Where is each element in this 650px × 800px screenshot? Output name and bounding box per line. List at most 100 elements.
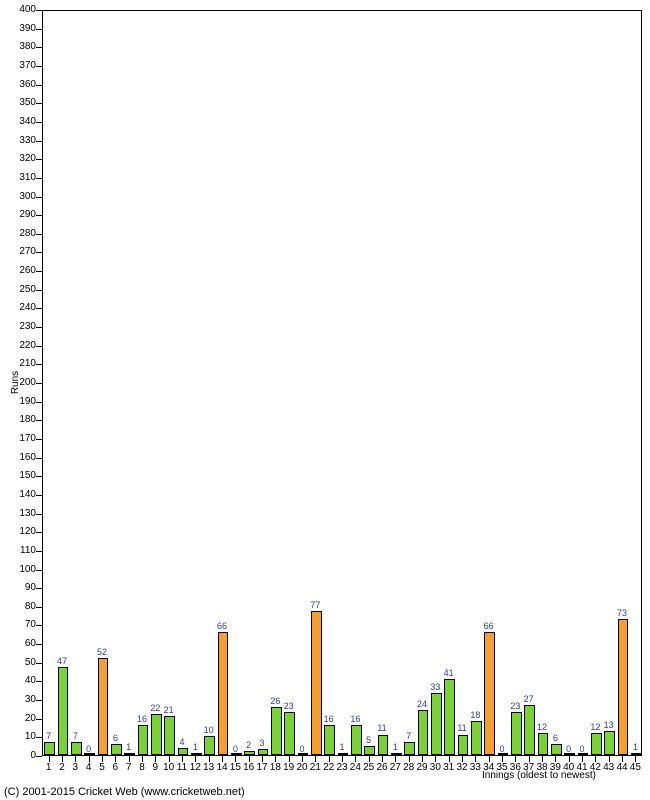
- y-tick-mark: [36, 178, 42, 179]
- y-tick-mark: [36, 476, 42, 477]
- y-tick-mark: [36, 47, 42, 48]
- y-tick-mark: [36, 570, 42, 571]
- y-tick-label: 250: [14, 284, 36, 295]
- bar-value-label: 1: [332, 742, 352, 752]
- x-tick-label: 19: [283, 762, 295, 773]
- x-tick-label: 42: [589, 762, 601, 773]
- bar-value-label: 1: [385, 742, 405, 752]
- y-tick-label: 10: [14, 731, 36, 742]
- x-tick-label: 41: [576, 762, 588, 773]
- x-tick-label: 44: [616, 762, 628, 773]
- y-tick-mark: [36, 719, 42, 720]
- y-tick-label: 230: [14, 321, 36, 332]
- y-tick-label: 160: [14, 452, 36, 463]
- bar-value-label: 11: [452, 723, 472, 733]
- y-tick-mark: [36, 103, 42, 104]
- bar-value-label: 0: [492, 744, 512, 754]
- y-tick-label: 120: [14, 526, 36, 537]
- y-tick-label: 240: [14, 302, 36, 313]
- y-tick-mark: [36, 159, 42, 160]
- y-tick-label: 50: [14, 657, 36, 668]
- x-tick-label: 18: [269, 762, 281, 773]
- bar-value-label: 41: [439, 668, 459, 678]
- bar: [631, 753, 641, 755]
- x-tick-label: 29: [416, 762, 428, 773]
- x-tick-label: 22: [323, 762, 335, 773]
- x-tick-label: 33: [469, 762, 481, 773]
- y-tick-label: 200: [14, 377, 36, 388]
- x-tick-label: 21: [309, 762, 321, 773]
- bar: [191, 753, 201, 755]
- bar-value-label: 10: [199, 725, 219, 735]
- y-tick-label: 60: [14, 638, 36, 649]
- bar-value-label: 1: [119, 742, 139, 752]
- y-tick-label: 140: [14, 489, 36, 500]
- bar: [511, 712, 521, 755]
- y-tick-mark: [36, 644, 42, 645]
- bar: [364, 746, 374, 755]
- x-tick-label: 43: [603, 762, 615, 773]
- x-tick-label: 11: [176, 762, 188, 773]
- y-tick-label: 260: [14, 265, 36, 276]
- y-tick-mark: [36, 681, 42, 682]
- y-tick-mark: [36, 85, 42, 86]
- x-tick-label: 9: [149, 762, 161, 773]
- bar-value-label: 52: [92, 647, 112, 657]
- x-tick-label: 26: [376, 762, 388, 773]
- x-tick-label: 31: [443, 762, 455, 773]
- y-tick-mark: [36, 439, 42, 440]
- y-tick-mark: [36, 756, 42, 757]
- x-tick-label: 24: [349, 762, 361, 773]
- y-tick-label: 130: [14, 508, 36, 519]
- bar-value-label: 18: [465, 710, 485, 720]
- y-tick-mark: [36, 383, 42, 384]
- bar-value-label: 7: [65, 731, 85, 741]
- y-tick-label: 400: [14, 4, 36, 15]
- y-tick-mark: [36, 29, 42, 30]
- y-tick-mark: [36, 10, 42, 11]
- bar-value-label: 66: [212, 621, 232, 631]
- bar: [338, 753, 348, 755]
- y-tick-label: 40: [14, 675, 36, 686]
- x-tick-label: 35: [496, 762, 508, 773]
- bar-value-label: 1: [625, 742, 645, 752]
- bar-value-label: 16: [345, 714, 365, 724]
- x-tick-label: 12: [189, 762, 201, 773]
- y-tick-mark: [36, 514, 42, 515]
- x-tick-label: 20: [296, 762, 308, 773]
- y-tick-label: 330: [14, 135, 36, 146]
- bar: [471, 721, 481, 755]
- y-tick-mark: [36, 551, 42, 552]
- x-tick-label: 6: [109, 762, 121, 773]
- y-tick-label: 270: [14, 246, 36, 257]
- y-tick-label: 20: [14, 713, 36, 724]
- y-tick-label: 280: [14, 228, 36, 239]
- bar: [458, 735, 468, 756]
- y-tick-mark: [36, 197, 42, 198]
- plot-area: [42, 10, 642, 756]
- x-tick-label: 34: [483, 762, 495, 773]
- bar-value-label: 3: [252, 738, 272, 748]
- bar-value-label: 13: [599, 720, 619, 730]
- bar-value-label: 0: [572, 744, 592, 754]
- bar-value-label: 16: [319, 714, 339, 724]
- y-tick-label: 220: [14, 340, 36, 351]
- y-tick-label: 370: [14, 60, 36, 71]
- bar-value-label: 21: [159, 705, 179, 715]
- y-tick-label: 320: [14, 153, 36, 164]
- y-tick-mark: [36, 458, 42, 459]
- x-tick-label: 13: [203, 762, 215, 773]
- bar-value-label: 73: [612, 608, 632, 618]
- y-tick-mark: [36, 663, 42, 664]
- x-tick-label: 8: [136, 762, 148, 773]
- y-tick-label: 340: [14, 116, 36, 127]
- y-tick-label: 390: [14, 23, 36, 34]
- bar: [391, 753, 401, 755]
- bar: [431, 693, 441, 755]
- bar: [418, 710, 428, 755]
- bar: [444, 679, 454, 755]
- bar-value-label: 1: [185, 742, 205, 752]
- bar: [204, 736, 214, 755]
- y-tick-mark: [36, 215, 42, 216]
- x-tick-label: 15: [229, 762, 241, 773]
